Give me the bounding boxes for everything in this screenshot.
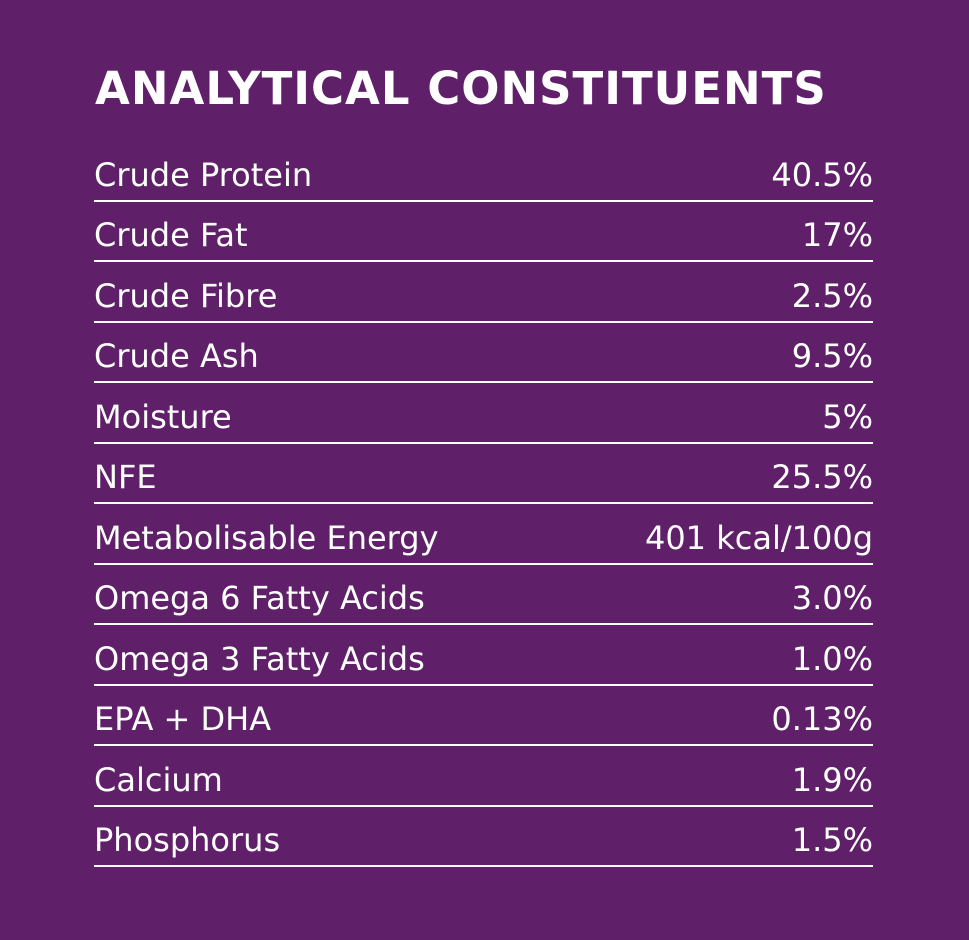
row-value: 9.5%	[791, 337, 873, 375]
row-value: 17%	[801, 216, 873, 254]
table-row: Omega 3 Fatty Acids 1.0%	[94, 625, 873, 686]
constituents-table: Crude Protein 40.5% Crude Fat 17% Crude …	[94, 141, 873, 867]
table-row: NFE 25.5%	[94, 444, 873, 504]
row-value: 5%	[822, 397, 873, 436]
row-value: 401 kcal/100g	[644, 518, 873, 557]
row-label: NFE	[94, 458, 157, 496]
row-label: Crude Protein	[94, 155, 313, 194]
table-row: Moisture 5%	[94, 383, 873, 444]
row-label: Omega 6 Fatty Acids	[94, 579, 425, 617]
table-row: Crude Protein 40.5%	[94, 141, 873, 202]
row-label: Moisture	[94, 397, 232, 436]
row-value: 2.5%	[791, 276, 873, 315]
table-row: Crude Fat 17%	[94, 202, 873, 262]
row-label: Phosphorus	[94, 821, 281, 859]
table-row: Omega 6 Fatty Acids 3.0%	[94, 565, 873, 625]
row-value: 25.5%	[771, 458, 873, 496]
row-label: Metabolisable Energy	[94, 518, 439, 557]
table-row: Metabolisable Energy 401 kcal/100g	[94, 504, 873, 565]
row-label: Crude Ash	[94, 337, 259, 375]
panel-title: ANALYTICAL CONSTITUENTS	[95, 62, 827, 115]
row-label: Crude Fibre	[94, 276, 278, 315]
row-value: 40.5%	[771, 155, 873, 194]
table-row: Crude Ash 9.5%	[94, 323, 873, 383]
row-label: Omega 3 Fatty Acids	[94, 639, 425, 678]
table-row: EPA + DHA 0.13%	[94, 686, 873, 746]
table-row: Calcium 1.9%	[94, 746, 873, 807]
row-value: 0.13%	[771, 700, 873, 738]
row-label: Crude Fat	[94, 216, 248, 254]
table-row: Phosphorus 1.5%	[94, 807, 873, 867]
row-label: Calcium	[94, 760, 223, 799]
row-value: 1.5%	[791, 821, 873, 859]
row-value: 1.0%	[791, 639, 873, 678]
row-value: 3.0%	[791, 579, 873, 617]
row-value: 1.9%	[791, 760, 873, 799]
table-row: Crude Fibre 2.5%	[94, 262, 873, 323]
row-label: EPA + DHA	[94, 700, 272, 738]
